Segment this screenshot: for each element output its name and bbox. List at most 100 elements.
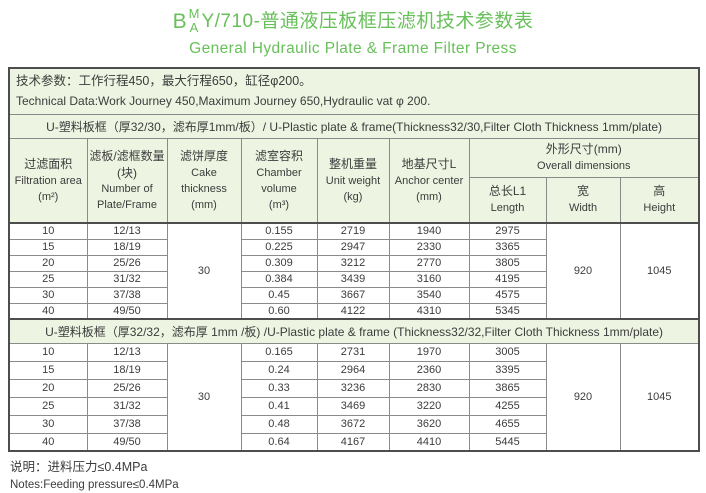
cell-unit-weight: 2964 [316,360,390,380]
header-anchor-center: 地基尺寸L Anchor center (mm) [388,138,470,224]
data-row: 15 18/19 0.225 2947 2330 3365 [8,238,699,256]
section2-body: 10 12/13 30 0.165 2731 1970 3005 920 1045 15 18/19… [8,342,700,452]
cell-unit-weight: 3469 [316,396,390,416]
cell-anchor-center: 2770 [388,254,470,272]
tech-data-cell: 技术参数：工作行程450，最大行程650，缸径φ200。 Technical D… [8,67,700,116]
header-plate-frame-count-cn: 滤板/滤框数量(块) [89,148,165,180]
header-anchor-center-en: Anchor center [394,174,464,187]
title-text: Y/710-普通液压板框压滤机技术参数表 [201,10,534,32]
cell-filtration-area: 15 [8,360,88,380]
header-length-en: Length [490,201,525,214]
cell-chamber-volume: 0.384 [240,270,318,288]
data-row: 25 31/32 0.41 3469 3220 4255 [8,396,699,416]
header-chamber-volume-cn: 滤室容积 [254,149,303,164]
header-height: 高 Height [619,176,700,224]
cell-unit-weight: 2731 [316,342,390,362]
cell-anchor-center: 4410 [388,432,470,452]
header-unit-weight-unit: (kg) [343,190,363,203]
data-row: 10 12/13 30 0.165 2731 1970 3005 920 1045 [8,342,700,452]
header-chamber-volume: 滤室容积 Chamber volume (m³) [240,138,318,224]
header-anchor-center-cn: 地基尺寸L [401,157,457,172]
cell-length: 5345 [468,302,547,320]
column-subheader-row: 总长L1 Length 宽 Width 高 Height [9,176,700,224]
tech-data-row: 技术参数：工作行程450，最大行程650，缸径φ200。 Technical D… [8,67,700,116]
header-overall-dimensions-cn: 外形尺寸(mm) [545,142,622,157]
cell-plate-frame-count: 31/32 [86,396,168,416]
cell-cake-thickness: 30 [166,222,242,320]
header-height-cn: 高 [653,184,666,199]
data-row: 40 49/50 0.64 4167 4410 5445 [8,432,699,452]
cell-length: 2975 [468,222,547,240]
data-row: 30 37/38 0.45 3667 3540 4575 [8,286,699,304]
cell-width: 920 [545,342,621,452]
cell-plate-frame-count: 18/19 [86,238,168,256]
cell-anchor-center: 3540 [388,286,470,304]
column-header-row: 过滤面积 Filtration area (m²) 滤板/滤框数量(块) Num… [8,138,700,224]
cell-filtration-area: 30 [8,286,88,304]
cell-plate-frame-count: 31/32 [86,270,168,288]
cell-anchor-center: 2360 [388,360,470,380]
cell-chamber-volume: 0.64 [240,432,318,452]
cell-length: 3865 [468,378,547,398]
header-filtration-area: 过滤面积 Filtration area (m²) [8,138,88,224]
cell-chamber-volume: 0.60 [240,302,318,320]
cell-anchor-center: 3220 [388,396,470,416]
header-width-cn: 宽 [576,184,589,199]
cell-unit-weight: 2719 [316,222,390,240]
cell-chamber-volume: 0.45 [240,286,318,304]
tech-data-en: Technical Data:Work Journey 450,Maximum … [16,93,431,108]
notes-en: Notes:Feeding pressure≤0.4MPa [10,478,179,491]
cell-plate-frame-count: 12/13 [86,342,168,362]
brand-letter-b: B [172,9,187,33]
brand-stack: M A [188,6,200,36]
page-title: B M A Y/710-普通液压板框压滤机技术参数表 [0,0,706,36]
cell-anchor-center: 3160 [388,270,470,288]
cell-filtration-area: 15 [8,238,88,256]
header-height-en: Height [643,201,676,214]
cell-length: 4655 [468,414,547,434]
header-length-cn: 总长L1 [488,184,527,199]
cell-chamber-volume: 0.165 [240,342,318,362]
header-plate-frame-count: 滤板/滤框数量(块) Number of Plate/Frame [86,138,168,224]
cell-filtration-area: 40 [8,432,88,452]
cell-chamber-volume: 0.33 [240,378,318,398]
section1-header-row: U-塑料板框（厚32/30，滤布厚1mm/板）/ U-Plastic plate… [8,114,700,140]
cell-filtration-area: 30 [8,414,88,434]
notes-cn: 说明：进料压力≤0.4MPa [10,460,148,475]
header-width: 宽 Width [545,176,621,224]
data-row: 15 18/19 0.24 2964 2360 3395 [8,360,699,380]
cell-length: 3005 [468,342,547,362]
cell-length: 3395 [468,360,547,380]
cell-plate-frame-count: 49/50 [86,432,168,452]
cell-chamber-volume: 0.24 [240,360,318,380]
cell-filtration-area: 25 [8,270,88,288]
cell-length: 4195 [468,270,547,288]
cell-plate-frame-count: 18/19 [86,360,168,380]
header-plate-frame-count-en: Number of Plate/Frame [97,183,157,212]
header-cake-thickness-en: Cake thickness [181,166,227,195]
cell-length: 4575 [468,286,547,304]
cell-filtration-area: 40 [8,302,88,320]
header-unit-weight-cn: 整机重量 [328,157,377,172]
cell-chamber-volume: 0.41 [240,396,318,416]
cell-unit-weight: 3236 [316,378,390,398]
cell-unit-weight: 3439 [316,270,390,288]
cell-filtration-area: 20 [8,378,88,398]
cell-plate-frame-count: 25/26 [86,254,168,272]
cell-cake-thickness: 30 [166,342,242,452]
cell-unit-weight: 3212 [316,254,390,272]
cell-chamber-volume: 0.155 [240,222,318,240]
header-filtration-area-cn: 过滤面积 [24,157,73,172]
section1-body: 10 12/13 30 0.155 2719 1940 2975 920 1045 15 18/19… [8,222,700,320]
brand-letter-m: M [188,6,200,21]
section2-header-cell: U-塑料板框（厚32/32，滤布厚 1mm /板) /U-Plastic pla… [8,318,700,344]
cell-plate-frame-count: 25/26 [86,378,168,398]
data-row: 30 37/38 0.48 3672 3620 4655 [8,414,699,434]
cell-plate-frame-count: 12/13 [86,222,168,240]
tech-data-cn: 技术参数：工作行程450，最大行程650，缸径φ200。 [16,74,312,89]
header-chamber-volume-unit: (m³) [268,198,290,211]
cell-anchor-center: 1970 [388,342,470,362]
cell-plate-frame-count: 49/50 [86,302,168,320]
header-cake-thickness: 滤饼厚度 Cake thickness (mm) [166,138,242,224]
